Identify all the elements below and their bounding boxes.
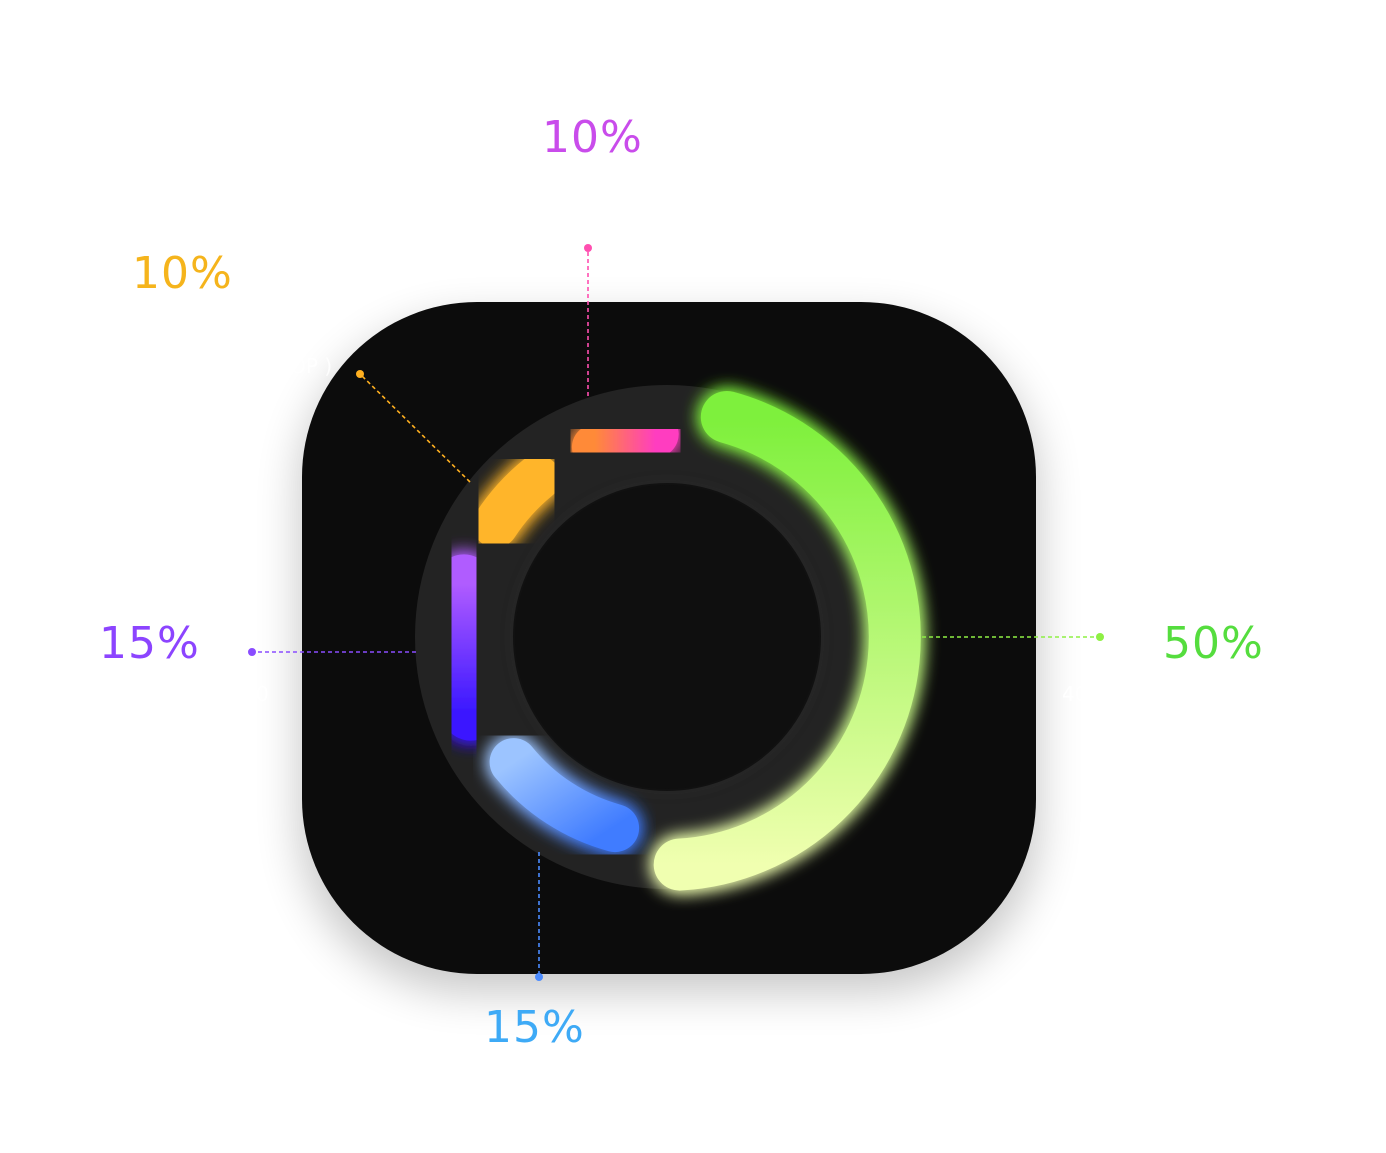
segment-pink <box>571 411 679 471</box>
donut-hole <box>515 485 819 789</box>
faint-label-left: 0 <box>256 682 269 706</box>
segment-violet <box>428 554 500 741</box>
leader-dot-blue <box>535 973 543 981</box>
leader-dot-violet <box>248 648 256 656</box>
segment-green <box>653 391 921 891</box>
label-orange: 10% <box>132 248 233 299</box>
label-violet: 15% <box>99 618 200 669</box>
faint-label-right: 40 <box>1062 682 1088 706</box>
leader-line-orange <box>359 373 471 483</box>
label-pink: 10% <box>542 112 643 163</box>
leader-dot-orange <box>356 370 364 378</box>
segment-orange <box>472 455 561 548</box>
leader-dot-green <box>1096 633 1104 641</box>
leader-dot-pink <box>584 244 592 252</box>
segment-blue <box>489 738 640 853</box>
label-blue: 15% <box>484 1002 585 1053</box>
label-green: 50% <box>1163 618 1264 669</box>
faint-label-top-left: ( OP ) <box>276 354 333 378</box>
